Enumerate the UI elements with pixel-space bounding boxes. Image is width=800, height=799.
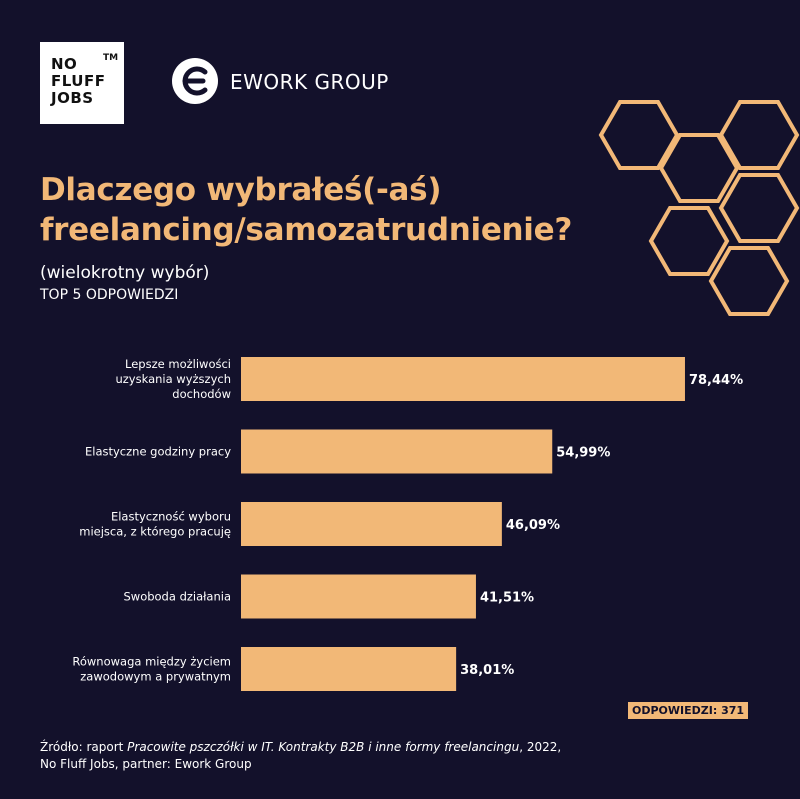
- bar-5: [241, 647, 457, 691]
- category-label-2: Elastyczne godziny pracy: [85, 445, 231, 459]
- logo-line-1: NO: [51, 55, 78, 73]
- source-suffix: , 2022,: [519, 740, 562, 754]
- ework-logo-icon: [172, 58, 218, 104]
- category-label-1: Lepsze możliwości uzyskania wyższych docho…: [115, 357, 231, 401]
- ework-group-name: EWORK GROUP: [230, 70, 389, 94]
- bar-4: [241, 574, 476, 619]
- no-fluff-jobs-logo: TM NO FLUFF JOBS: [40, 42, 124, 124]
- value-label-5: 38,01%: [460, 663, 514, 678]
- honeycomb-decoration-icon: [598, 100, 800, 316]
- logo-line-3: JOBS: [51, 89, 94, 107]
- category-label-3: Elastyczność wyboru miejsca, z którego pr…: [79, 510, 231, 539]
- source-note: Źródło: raport Pracowite pszczółki w IT.…: [40, 739, 780, 773]
- source-prefix: Źródło: raport: [40, 740, 128, 754]
- bar-2: [241, 429, 553, 474]
- responses-badge: ODPOWIEDZI: 371: [628, 702, 749, 719]
- source-line-2: No Fluff Jobs, partner: Ework Group: [40, 757, 252, 771]
- logo-line-2: FLUFF: [51, 72, 106, 90]
- value-label-1: 78,44%: [689, 373, 743, 388]
- bar-1: [241, 357, 685, 401]
- value-label-4: 41,51%: [480, 591, 534, 606]
- category-label-5: Równowaga między życiem zawodowym a prywa…: [72, 655, 231, 684]
- trademark-mark: TM: [103, 53, 119, 63]
- chart-subtitle: (wielokrotny wybór): [40, 263, 210, 283]
- chart-title: Dlaczego wybrałeś(-aś) freelancing/samoz…: [40, 172, 573, 248]
- bar-chart: 78,44% Lepsze możliwości uzyskania wyższyc…: [72, 357, 743, 691]
- source-report-title: Pracowite pszczółki w IT. Kontrakty B2B …: [127, 740, 520, 754]
- value-label-2: 54,99%: [556, 446, 610, 461]
- category-label-4: Swoboda działania: [123, 590, 231, 604]
- chart-subtitle-top5: TOP 5 ODPOWIEDZI: [40, 287, 179, 303]
- value-label-3: 46,09%: [506, 518, 560, 533]
- bar-3: [241, 502, 502, 546]
